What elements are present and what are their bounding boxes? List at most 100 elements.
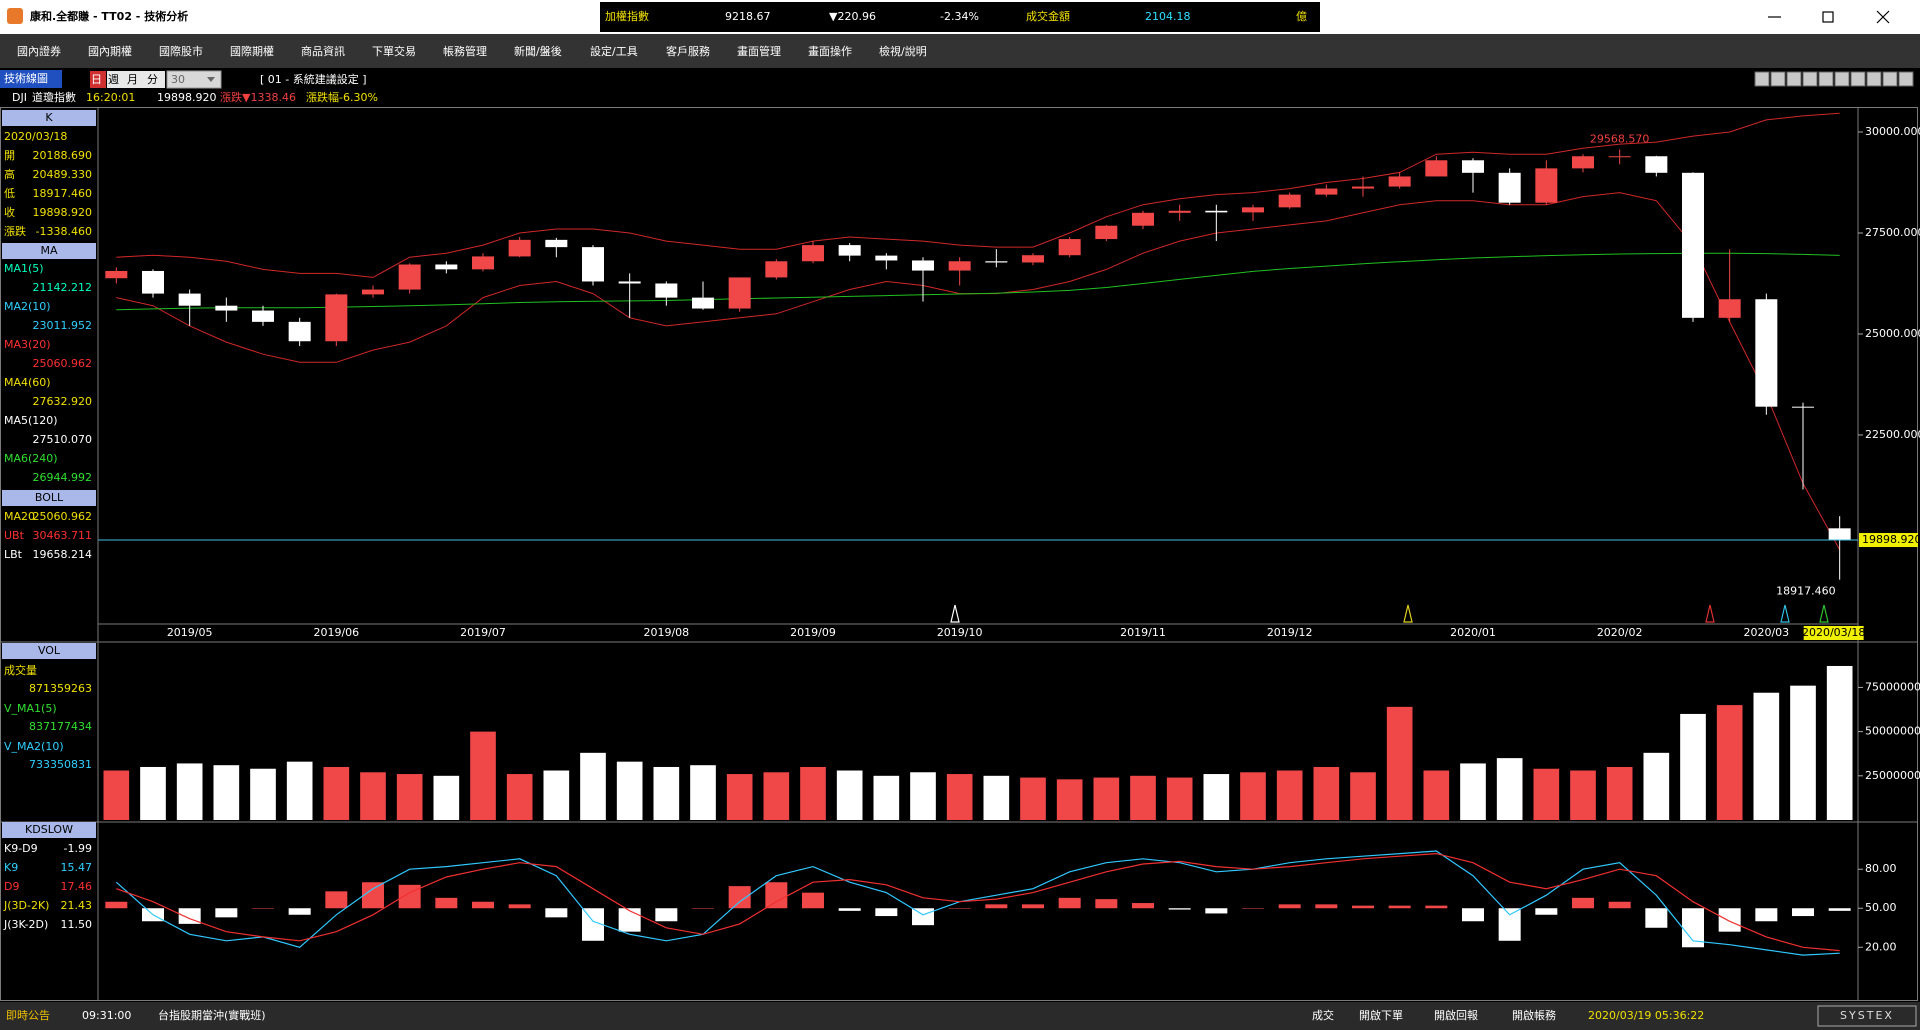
row-label: 開	[4, 149, 15, 162]
period-button[interactable]: 月	[127, 73, 138, 86]
kd-bar	[178, 908, 201, 924]
candle-body	[985, 261, 1008, 263]
row-label: 收	[4, 205, 15, 219]
volume-bar	[1020, 777, 1046, 820]
row-label: K9-D9	[4, 842, 38, 855]
status-button[interactable]: 開啟下單	[1359, 1008, 1403, 1022]
volume-bar	[763, 772, 790, 820]
candle-body	[1645, 156, 1668, 173]
period-button[interactable]: 週	[108, 73, 119, 86]
menu-item[interactable]: 畫面操作	[808, 44, 852, 58]
tool-icon[interactable]	[1754, 71, 1770, 87]
candle-body	[142, 270, 164, 294]
menu-item[interactable]: 新聞/盤後	[514, 44, 562, 58]
tool-icon[interactable]	[1850, 71, 1866, 87]
row-value: 871359263	[29, 682, 92, 695]
menu-item[interactable]: 商品資訊	[301, 44, 345, 58]
tool-icon[interactable]	[1802, 71, 1818, 87]
kd-bar	[875, 908, 898, 917]
tool-icon[interactable]	[1786, 71, 1802, 87]
close-button[interactable]	[1876, 10, 1890, 24]
candle-body	[1572, 156, 1594, 169]
volume-bar	[580, 752, 606, 820]
tool-icon[interactable]	[1866, 71, 1882, 87]
row-label: LBt	[4, 548, 23, 561]
tool-icon[interactable]	[1898, 71, 1914, 87]
minutes-select[interactable]	[166, 70, 222, 89]
candle-body	[618, 281, 641, 284]
status-button[interactable]: 成交	[1312, 1008, 1334, 1022]
kd-bar	[1645, 908, 1668, 928]
kd-line	[115, 850, 1840, 956]
menu-item[interactable]: 帳務管理	[443, 44, 487, 58]
candle-body	[1608, 156, 1631, 158]
candle-body	[545, 239, 568, 248]
kd-bar	[215, 908, 238, 918]
tool-icon[interactable]	[1882, 71, 1898, 87]
period-button[interactable]: 分	[147, 73, 158, 86]
menu-item[interactable]: 國內期權	[88, 45, 132, 58]
volume-bar	[286, 761, 313, 820]
status-button[interactable]: 開啟帳務	[1512, 1008, 1556, 1022]
volume-bar	[1093, 777, 1120, 820]
row-label: 漲跌	[4, 224, 26, 238]
candle-body	[215, 305, 238, 311]
candle-body	[1498, 172, 1521, 203]
section-header-label: KDSLOW	[25, 823, 73, 836]
x-tick-label: 2019/05	[167, 626, 213, 639]
x-tick-label: 2020/01	[1450, 626, 1496, 639]
candle-body	[1315, 188, 1338, 195]
quote-price: 19898.920	[157, 91, 217, 104]
tab-label[interactable]: 技術線圖	[4, 71, 48, 85]
section-header-label: K	[45, 111, 53, 124]
chart-frame	[0, 107, 1918, 1001]
tab-background	[0, 70, 62, 88]
candle-body	[1278, 194, 1301, 208]
menu-item[interactable]: 國際期權	[230, 45, 274, 58]
row-value: -1.99	[64, 842, 92, 855]
menu-item[interactable]: 下單交易	[372, 44, 416, 58]
row-value: 23011.952	[33, 319, 93, 332]
row-label: MA2(10)	[4, 300, 51, 313]
candle-body	[435, 264, 458, 270]
row-label: J(3K-2D)	[3, 918, 48, 931]
period-active	[90, 71, 106, 88]
row-label: K9	[4, 861, 18, 874]
kd-bar	[838, 908, 861, 911]
menu-item[interactable]: 畫面管理	[737, 44, 781, 58]
row-value: 18917.460	[33, 187, 93, 200]
x-tick-label: 2019/09	[790, 626, 836, 639]
menu-item[interactable]: 客戶服務	[666, 44, 710, 58]
kd-bar	[1498, 908, 1521, 941]
menu-item[interactable]: 設定/工具	[590, 44, 638, 58]
last-close-label: 19898.920	[1862, 533, 1920, 546]
period-button[interactable]: 日	[91, 73, 102, 86]
last-close-box	[1859, 533, 1918, 548]
volume-bar	[1680, 713, 1706, 820]
menu-item[interactable]: 國際股市	[159, 44, 203, 58]
maximize-button[interactable]	[1822, 11, 1834, 23]
kd-bar	[398, 884, 421, 909]
kd-bar	[765, 882, 788, 909]
volume-bar	[1423, 770, 1450, 820]
menu-item[interactable]: 國內證券	[17, 44, 61, 58]
date-box	[1803, 626, 1864, 640]
menu-item[interactable]: 檢視/說明	[879, 44, 927, 58]
kd-bar	[1132, 903, 1154, 909]
row-value: 17.46	[61, 880, 93, 893]
row-value: 21.43	[61, 899, 93, 912]
candle-body	[1168, 210, 1191, 213]
tool-icon[interactable]	[1818, 71, 1834, 87]
row-value: 20489.330	[33, 168, 93, 181]
row-value: 27632.920	[33, 395, 93, 408]
tool-icon[interactable]	[1834, 71, 1850, 87]
row-label: 成交量	[4, 663, 37, 677]
ticker-turnover-label: 成交金額	[1026, 9, 1070, 23]
tool-icon[interactable]	[1770, 71, 1786, 87]
candle-body	[802, 245, 824, 262]
status-button[interactable]: 開啟回報	[1434, 1008, 1478, 1022]
setting-label[interactable]: [ 01 - 系統建議設定 ]	[260, 72, 367, 86]
overlay-line	[116, 112, 1840, 278]
menu-bar	[0, 34, 1920, 68]
